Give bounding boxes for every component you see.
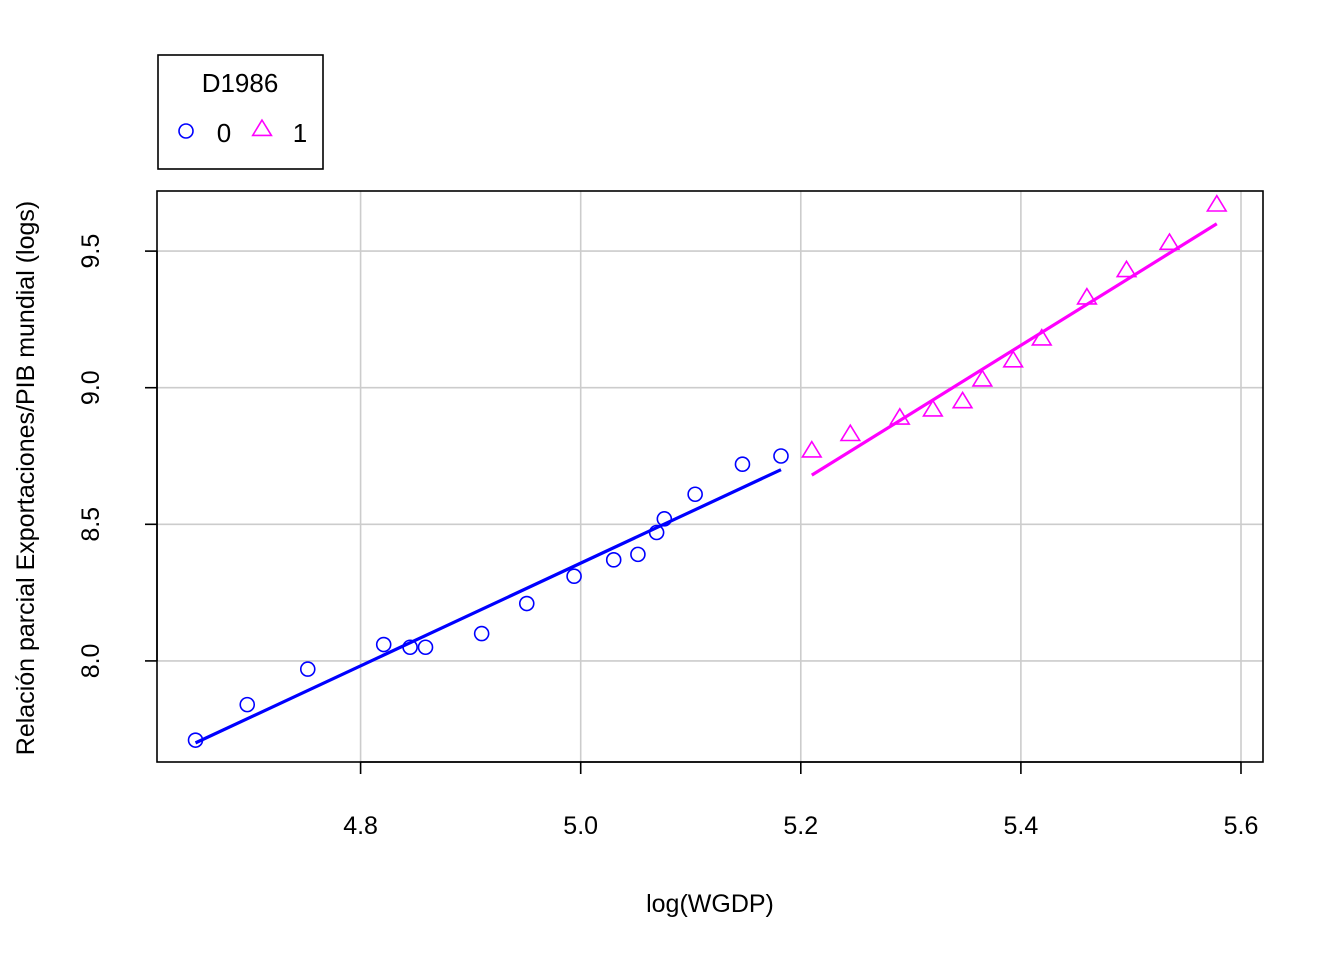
- point-series-1: [1205, 194, 1228, 212]
- point-series-0: [687, 486, 703, 503]
- point-series-0: [773, 448, 789, 464]
- point-series-1: [1158, 232, 1181, 251]
- point-series-1: [1030, 328, 1053, 346]
- y-tick-label: 9.0: [77, 370, 105, 405]
- point-series-0: [299, 661, 316, 677]
- point-series-1: [839, 423, 862, 442]
- point-series-0: [473, 625, 490, 642]
- y-tick-label: 9.5: [77, 234, 105, 269]
- legend-marker-0: [178, 123, 194, 139]
- point-series-0: [375, 636, 392, 653]
- fit-line-series-0: [194, 468, 782, 745]
- fit-line-series-1: [810, 222, 1218, 477]
- x-axis-title: log(WGDP): [646, 890, 774, 918]
- legend-title: D1986: [202, 68, 279, 98]
- point-series-0: [630, 546, 646, 563]
- point-series-0: [648, 524, 665, 541]
- legend-label-1: 1: [293, 118, 307, 148]
- x-tick-label: 5.6: [1224, 812, 1259, 840]
- point-series-1: [922, 399, 944, 417]
- x-axis: 4.8 5.0 5.2 5.4 5.6: [343, 761, 1259, 840]
- point-series-0: [402, 639, 418, 656]
- point-series-0: [605, 552, 622, 568]
- y-axis-title: Relación parcial Exportaciones/PIB mundi…: [12, 201, 40, 755]
- point-series-0: [656, 511, 673, 527]
- legend-marker-1: [251, 118, 273, 137]
- point-series-1: [1115, 259, 1138, 278]
- point-series-0: [734, 456, 751, 473]
- point-series-0: [566, 568, 582, 585]
- x-tick-label: 4.8: [343, 812, 378, 840]
- point-series-1: [951, 390, 974, 409]
- point-series-1: [971, 369, 994, 387]
- y-tick-label: 8.5: [77, 507, 105, 542]
- y-tick-label: 8.0: [77, 644, 105, 679]
- legend-label-0: 0: [217, 118, 231, 148]
- x-tick-label: 5.4: [1004, 812, 1039, 840]
- point-series-1: [889, 407, 911, 425]
- point-series-0: [187, 732, 204, 748]
- legend-box: [157, 54, 324, 170]
- point-series-1: [1002, 349, 1024, 368]
- y-axis: 8.0 8.5 9.0 9.5: [77, 234, 158, 679]
- x-tick-label: 5.0: [563, 812, 598, 840]
- point-series-1: [800, 440, 823, 458]
- data-points: [187, 194, 1228, 748]
- grid-lines: [157, 191, 1263, 762]
- fit-lines: [194, 222, 1218, 745]
- point-series-0: [417, 639, 434, 656]
- x-tick-label: 5.2: [783, 812, 818, 840]
- point-series-0: [239, 696, 256, 713]
- point-series-1: [1076, 287, 1098, 305]
- point-series-0: [518, 595, 535, 612]
